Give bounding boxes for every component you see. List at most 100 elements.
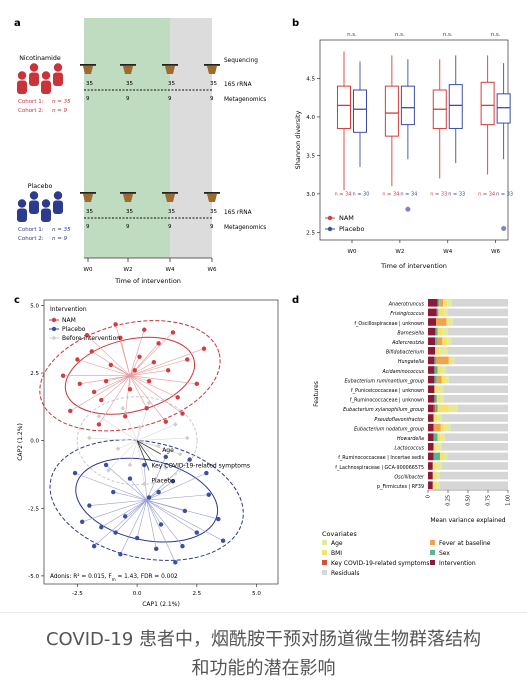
bar-segment-intervention (428, 443, 434, 451)
before-point (141, 481, 147, 487)
bar-segment-fever-at-baseline (437, 337, 443, 345)
bar-segment-bmi (446, 318, 449, 326)
feature-label: Acidaminococcus (381, 369, 424, 375)
y-tick-label: 3.5 (306, 153, 315, 159)
cohort1-n: n = 35 (52, 99, 71, 105)
bar-segment-age (448, 404, 458, 413)
x-tick-label: 0.0 (133, 591, 142, 597)
placebo-point (118, 552, 123, 557)
bar-segment-sex (434, 356, 436, 365)
legend-label: Residuals (331, 570, 359, 577)
nam-point (103, 378, 109, 384)
sequencing-label: Sequencing (224, 58, 258, 64)
nam-link (129, 375, 147, 409)
nam-link (106, 375, 131, 382)
arrow-symptoms (136, 440, 152, 462)
nam-link (98, 375, 131, 425)
legend-swatch (322, 550, 327, 555)
n-label-placebo: n = 33 (496, 191, 513, 197)
placebo-point (113, 530, 118, 535)
sample-cup-icon (165, 194, 175, 202)
bar-segment-intervention (428, 375, 435, 384)
x-tick-label: 0.50 (466, 495, 472, 506)
panel-c-cap-scatter: -2.5 0.0 2.5 5.0 -5.0 -2.5 0.0 2.5 5.0 CAP1 (2.1%… (17, 299, 279, 608)
placebo-ellipse-95 (49, 439, 244, 561)
bar-segment-intervention (428, 452, 434, 461)
x-axis-label: Time of intervention (380, 262, 447, 270)
panel-label-c: c (14, 295, 20, 306)
adonis-stats: Adonis: R² = 0.015, Fm = 1.43, FDR = 0.0… (50, 573, 178, 582)
placebo-link (105, 464, 147, 501)
bar-segment-age (441, 366, 446, 374)
sample-tube-cap (120, 64, 136, 66)
person-body (17, 80, 27, 94)
bar-segment-bmi (436, 395, 440, 403)
x-axis-label: CAP1 (2.1%) (142, 601, 180, 608)
bar-segment-bmi (443, 299, 448, 307)
bar-segment-intervention (428, 423, 434, 432)
feature-label: f_Puniceicoccaceae | unknown (351, 388, 424, 394)
person-head (17, 199, 27, 208)
legend-label: NAM (62, 317, 76, 324)
placebo-point (103, 462, 109, 468)
box-placebo (353, 89, 367, 133)
before-point (184, 435, 190, 441)
before-point (127, 462, 133, 468)
caption-divider (0, 612, 527, 613)
before-link (89, 437, 138, 441)
before-point (87, 435, 92, 441)
x-tick-label: 2.5 (192, 591, 201, 597)
before-link (136, 440, 145, 484)
bar-segment-residuals (441, 443, 508, 451)
panel-d-variance-barplot: Anaerotruncus Frisingicoccus f_Oscillospir… (313, 299, 512, 577)
nam-link (129, 375, 167, 422)
sample-cup-icon (165, 66, 175, 74)
bar-segment-sex (434, 375, 437, 384)
bar-segment-intervention (428, 308, 437, 317)
placebo-link (120, 500, 147, 555)
bar-segment-bmi (437, 327, 443, 336)
placebo-point (87, 503, 92, 508)
placebo-point (99, 525, 104, 530)
panel-label-d: d (292, 295, 299, 306)
cohort2-n: n = 9 (52, 108, 68, 114)
bar-segment-intervention (428, 327, 436, 336)
bar-segment-sex (434, 366, 438, 374)
metagenomics-label: Metagenomics (224, 225, 266, 231)
week-label: W2 (124, 267, 133, 273)
bar-segment-residuals (440, 481, 508, 489)
bar-segment-bmi (432, 471, 436, 480)
nam-point (108, 362, 114, 368)
sample-tube-cap (80, 64, 96, 66)
bar-segment-intervention (428, 356, 435, 365)
count-16s: 35 (126, 209, 133, 215)
nam-point (146, 378, 152, 384)
y-axis-label: Features (313, 381, 320, 407)
x-tick-label: 5.0 (252, 591, 261, 597)
bar-segment-key-covid-19-related-symptoms (435, 327, 436, 336)
legend-label: NAM (339, 214, 354, 222)
count-metagenomics: 9 (210, 224, 214, 230)
before-point (156, 443, 161, 449)
person-body (41, 208, 51, 222)
person-head (53, 191, 63, 200)
nam-link (101, 375, 131, 401)
legend-title: Intervention (50, 306, 87, 313)
nam-point (185, 357, 190, 362)
nam-point (127, 387, 133, 392)
bar-segment-age (444, 423, 451, 432)
bar-segment-intervention (428, 462, 433, 470)
feature-label: Eubacterium ruminantium_group (345, 378, 424, 384)
x-tick-label: 0.75 (486, 495, 492, 506)
nam-link (129, 375, 150, 382)
legend-label: Fever at baseline (439, 540, 491, 547)
nam-link (129, 375, 178, 398)
nam-link (129, 359, 188, 377)
bar-segment-age (444, 452, 448, 461)
count-metagenomics: 9 (168, 96, 172, 102)
bar-segment-bmi (435, 347, 440, 355)
bar-segment-bmi (440, 423, 445, 432)
legend-swatch (322, 570, 327, 575)
placebo-link (125, 499, 147, 517)
bar-segment-residuals (447, 347, 508, 355)
